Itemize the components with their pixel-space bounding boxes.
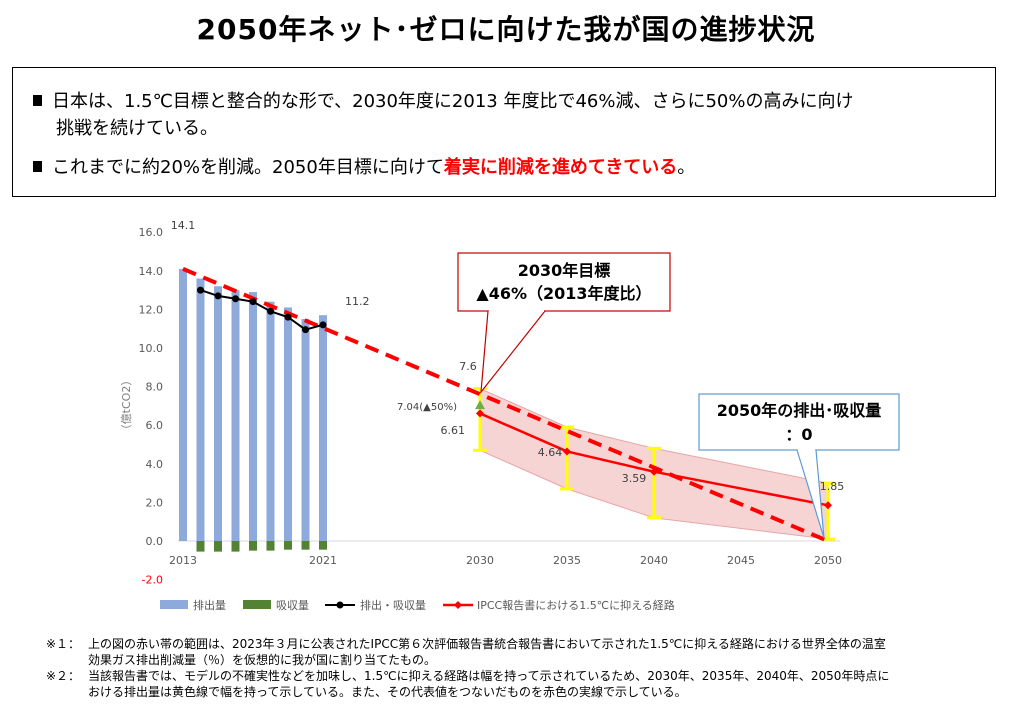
bullet2-highlight: 着実に削減を進めてきている — [443, 157, 678, 178]
legend-net-label: 排出・吸収量 — [360, 598, 426, 612]
net-emission-point — [249, 298, 257, 306]
absorption-bar — [214, 541, 222, 552]
emission-bar — [179, 268, 187, 541]
footnote-2-label: ※２： — [46, 669, 81, 683]
x-tick-label: 2050 — [814, 554, 842, 567]
net-emission-point — [214, 292, 222, 300]
legend-emission-swatch — [160, 600, 188, 609]
x-tick-label: 2040 — [640, 554, 668, 567]
emission-bar — [214, 286, 222, 541]
emission-bar — [196, 278, 205, 541]
ipcc-path-point — [824, 501, 832, 510]
net-emission-point — [302, 326, 309, 334]
absorption-bar — [266, 541, 275, 551]
absorption-bar — [284, 541, 292, 550]
emission-bar — [319, 315, 327, 541]
legend-absorption-label: 吸収量 — [276, 599, 309, 612]
data-label: 3.59 — [622, 472, 647, 485]
footnote-2-line1: 当該報告書では、モデルの不確実性などを加味し、1.5℃に抑える経路は幅を持って示… — [88, 669, 890, 683]
emission-bar — [284, 307, 292, 541]
net-emission-point — [197, 286, 204, 294]
x-tick-label: 2030 — [466, 554, 494, 567]
ipcc-path-point — [650, 467, 658, 476]
footnote-2-line2: おける排出量は黄色線で幅を持って示している。また、その代表値をつないだものを赤色… — [88, 685, 687, 699]
x-tick-label: 2013 — [169, 554, 197, 567]
emission-bar — [266, 301, 275, 541]
y-tick-label: 0.0 — [146, 535, 164, 548]
y-tick-label: 16.0 — [139, 226, 164, 239]
square-bullet-icon — [33, 95, 42, 106]
y-tick-label: 4.0 — [146, 458, 164, 471]
target-2030-title: 2030年目標 — [518, 261, 611, 280]
summary-bullet-1: 日本は、1.5℃目標と整合的な形で、2030年度に2013 年度比で46%減、さ… — [33, 88, 853, 142]
data-label: 14.1 — [171, 219, 196, 232]
zero-2050-title: 2050年の排出･吸収量 — [717, 401, 882, 420]
target-2030-callout-pointer — [480, 310, 546, 394]
footnote-2: ※２： 当該報告書では、モデルの不確実性などを加味し、1.5℃に抑える経路は幅を持… — [46, 668, 986, 700]
footnote-1: ※１： 上の図の赤い帯の範囲は、2023年３月に公表されたIPCC第６次評価報告書… — [46, 636, 986, 668]
target-2030-value: ▲46%（2013年度比） — [476, 284, 651, 303]
zero-2050-callout — [698, 393, 900, 451]
absorption-bar — [301, 541, 310, 550]
y-tick-label: 2.0 — [146, 496, 164, 509]
bullet2-plain: これまでに約20%を削減。2050年目標に向けて — [52, 157, 444, 178]
target-path-line — [182, 267, 829, 543]
data-label: 7.6 — [459, 360, 477, 373]
bullet1-line1: 日本は、1.5℃目標と整合的な形で、2030年度に2013 年度比で46%減、さ… — [52, 91, 854, 112]
x-tick-label: 2021 — [309, 554, 337, 567]
ipcc-path-point — [476, 409, 484, 418]
zero-2050-value: ：0 — [785, 425, 812, 444]
data-label: 11.2 — [345, 295, 370, 308]
footnote-1-line2: 効果ガス排出削減量（％）を仮想的に我が国に割り当てたもの。 — [88, 653, 437, 667]
footnote-1-label: ※１： — [46, 637, 81, 651]
zero-2050-callout-pointer — [796, 449, 825, 539]
square-bullet-icon — [33, 161, 42, 172]
emission-bar — [231, 290, 240, 541]
net-emission-point — [267, 307, 274, 315]
y-tick-label: 6.0 — [146, 419, 164, 432]
legend-ipcc-marker — [454, 601, 462, 609]
absorption-bar — [196, 541, 205, 552]
summary-bullet-2: これまでに約20%を削減。2050年目標に向けて着実に削減を進めてきている。 — [33, 154, 695, 181]
y-tick-label: 14.0 — [139, 265, 164, 278]
x-tick-label: 2035 — [553, 554, 581, 567]
absorption-bar — [231, 541, 240, 552]
legend-emission-label: 排出量 — [193, 598, 226, 612]
absorption-bar — [319, 541, 327, 550]
ipcc-path-line — [479, 412, 829, 507]
target-2030-callout — [457, 252, 671, 312]
ipcc-path-point — [563, 447, 571, 456]
data-label: 4.64 — [538, 446, 563, 459]
y-tick-label: 12.0 — [139, 303, 164, 316]
bullet1-line2: 挑戦を続けている。 — [56, 118, 218, 139]
legend-absorption-swatch — [243, 600, 271, 609]
data-label: 6.61 — [441, 424, 466, 437]
summary-box: 日本は、1.5℃目標と整合的な形で、2030年度に2013 年度比で46%減、さ… — [12, 67, 996, 197]
footnote-1-line1: 上の図の赤い帯の範囲は、2023年３月に公表されたIPCC第６次評価報告書統合報… — [88, 637, 886, 651]
absorption-bar — [249, 541, 257, 551]
net-emission-point — [232, 295, 239, 303]
net-emission-point — [319, 321, 327, 329]
emission-bar — [301, 319, 310, 541]
y-tick-label: 8.0 — [146, 381, 164, 394]
legend-ipcc-label: IPCC報告書における1.5℃に抑える経路 — [477, 598, 675, 612]
data-label: 7.04(▲50%) — [397, 402, 457, 413]
y-tick-label: -2.0 — [142, 574, 163, 587]
y-axis-label: （億tCO2） — [120, 375, 133, 436]
target-50-marker — [475, 400, 485, 410]
x-tick-label: 2045 — [727, 554, 755, 567]
footnotes: ※１： 上の図の赤い帯の範囲は、2023年３月に公表されたIPCC第６次評価報告書… — [46, 636, 986, 700]
net-emission-point — [284, 313, 292, 321]
bullet2-end: 。 — [677, 157, 696, 178]
emission-bar — [249, 292, 257, 541]
legend-net-marker — [336, 601, 344, 609]
y-tick-label: 10.0 — [139, 342, 164, 355]
page-title: 2050年ネット･ゼロに向けた我が国の進捗状況 — [196, 13, 816, 46]
data-label: 1.85 — [820, 480, 845, 493]
